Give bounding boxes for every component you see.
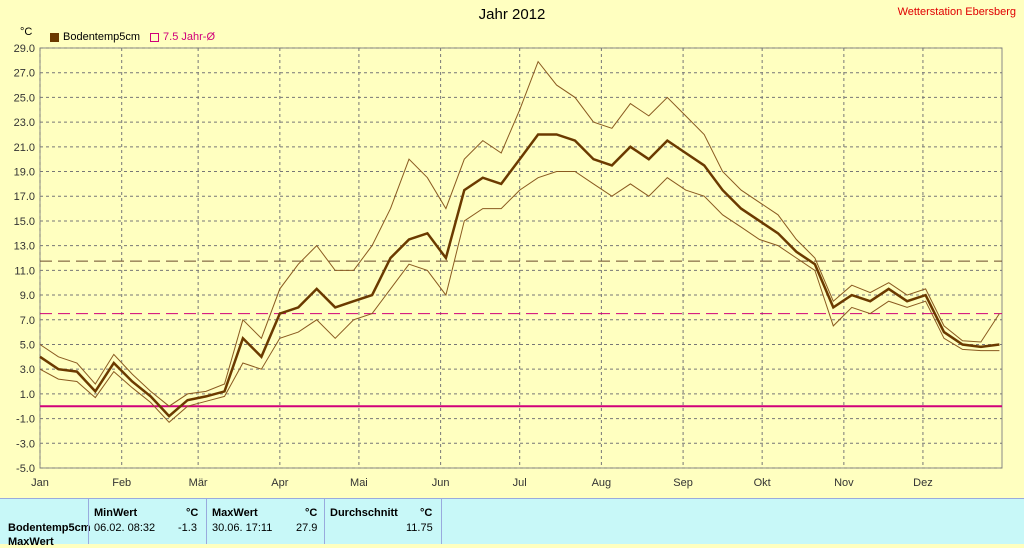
y-axis-unit: °C xyxy=(20,26,33,38)
x-tick-label: Feb xyxy=(112,477,131,489)
stats-header-avg: Durchschnitt xyxy=(330,507,398,519)
y-tick-label: 19.0 xyxy=(14,167,35,179)
legend: Bodentemp5cm 7.5 Jahr-Ø xyxy=(50,31,215,43)
x-tick-label: Okt xyxy=(754,477,771,489)
y-tick-label: 5.0 xyxy=(20,339,35,351)
y-tick-label: 21.0 xyxy=(14,142,35,154)
chart-area: 29.0 27.0 25.0 23.0 21.0 19.0 17.0 15.0 13.0 11.0… xyxy=(14,43,1003,489)
series xyxy=(39,60,1000,423)
stats-min-value: -1.3 xyxy=(178,522,197,534)
y-tick-label: 9.0 xyxy=(20,290,35,302)
series-line-min xyxy=(39,171,1000,423)
stats-max-value: 27.9 xyxy=(296,522,318,534)
chart-title: Jahr 2012 xyxy=(478,6,546,23)
stats-header-max: MaxWert xyxy=(212,507,258,519)
x-tick-label: Aug xyxy=(592,477,612,489)
x-tick-label: Jan xyxy=(31,477,49,489)
x-tick-label: Dez xyxy=(913,477,933,489)
reference-lines xyxy=(40,260,1002,408)
stats-row2-name: MaxWert xyxy=(8,536,54,548)
y-tick-label: -5.0 xyxy=(16,463,35,475)
x-tick-label: Sep xyxy=(673,477,693,489)
y-tick-label: -3.0 xyxy=(16,438,35,450)
stats-header-min: MinWert xyxy=(94,507,138,519)
stats-max-time: 30.06. 17:11 xyxy=(212,522,273,534)
series-line-bodentemp xyxy=(39,133,1000,418)
x-tick-label: Nov xyxy=(834,477,854,489)
y-axis: 29.0 27.0 25.0 23.0 21.0 19.0 17.0 15.0 13.0 11.0… xyxy=(14,43,35,475)
legend-swatch-bodentemp xyxy=(50,32,59,42)
grid xyxy=(39,47,1002,469)
y-tick-label: 25.0 xyxy=(14,92,35,104)
stats-avg-value: 11.75 xyxy=(406,522,433,534)
stats-header-min-unit: °C xyxy=(186,507,199,519)
series-line-max xyxy=(39,60,1000,407)
y-tick-label: 17.0 xyxy=(14,191,35,203)
legend-label-bodentemp: Bodentemp5cm xyxy=(63,31,141,43)
stats-min-time: 06.02. 08:32 xyxy=(94,522,156,534)
station-name: Wetterstation Ebersberg xyxy=(897,6,1016,18)
legend-label-avg: 7.5 Jahr-Ø xyxy=(163,31,216,43)
plot-frame xyxy=(39,47,1003,469)
y-tick-label: 13.0 xyxy=(14,241,35,253)
x-tick-label: Jun xyxy=(432,477,450,489)
y-tick-label: 23.0 xyxy=(14,117,35,129)
y-tick-label: -1.0 xyxy=(16,414,35,426)
x-tick-label: Apr xyxy=(271,477,288,489)
y-tick-label: 7.0 xyxy=(20,315,35,327)
x-tick-label: Jul xyxy=(513,477,527,489)
stats-header-avg-unit: °C xyxy=(420,507,433,519)
legend-swatch-avg xyxy=(150,32,160,42)
y-tick-label: 15.0 xyxy=(14,216,35,228)
y-tick-label: 3.0 xyxy=(20,364,35,376)
x-tick-label: Mai xyxy=(350,477,368,489)
stats-row-name: Bodentemp5cm xyxy=(8,522,91,534)
y-tick-label: 29.0 xyxy=(14,43,35,55)
statistics-panel: MinWert °C MaxWert °C Durchschnitt °C Bo… xyxy=(0,498,1024,548)
x-tick-label: Mär xyxy=(189,477,208,489)
y-tick-label: 27.0 xyxy=(14,68,35,80)
y-tick-label: 1.0 xyxy=(20,389,35,401)
stats-header-max-unit: °C xyxy=(305,507,318,519)
y-tick-label: 11.0 xyxy=(14,265,35,277)
x-axis: Jan Feb Mär Apr Mai Jun Jul Aug Sep Okt Nov Dez xyxy=(31,477,933,489)
